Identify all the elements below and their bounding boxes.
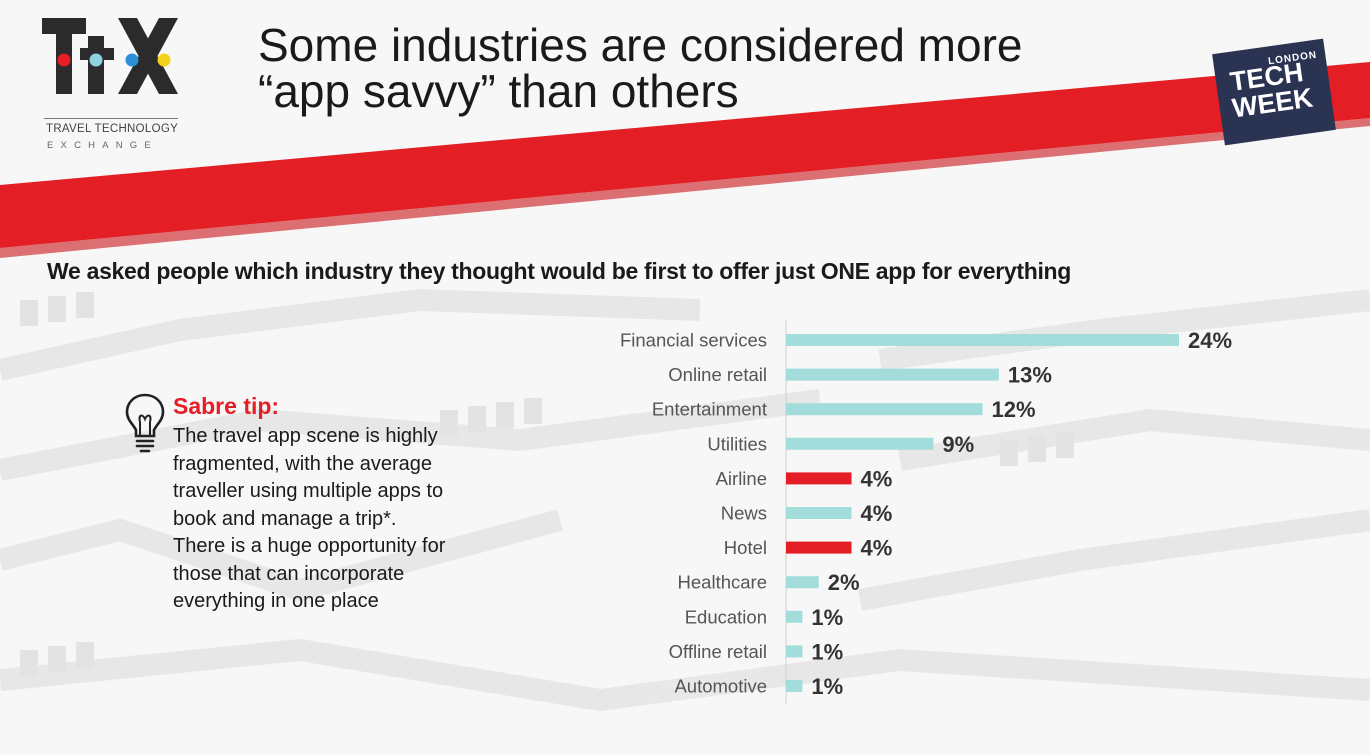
value-label: 12% bbox=[992, 397, 1036, 422]
logo-line2: EXCHANGE bbox=[47, 140, 158, 151]
question-subtitle: We asked people which industry they thou… bbox=[47, 258, 1072, 284]
ttx-logo-mark bbox=[42, 18, 178, 94]
value-label: 4% bbox=[861, 501, 893, 526]
bar-automotive bbox=[786, 680, 803, 692]
slide-title-line1: Some industries are considered more bbox=[258, 19, 1023, 71]
category-label: Financial services bbox=[620, 330, 767, 351]
lightbulb-icon bbox=[125, 393, 165, 453]
value-label: 9% bbox=[942, 432, 974, 457]
ttx-logo: TRAVEL TECHNOLOGY EXCHANGE bbox=[40, 16, 185, 151]
value-label: 2% bbox=[828, 570, 860, 595]
slide-title: Some industries are considered more “app… bbox=[258, 22, 1158, 114]
bar-financial-services bbox=[786, 334, 1179, 346]
category-label: Airline bbox=[716, 468, 767, 489]
slide-title-line2: “app savvy” than others bbox=[258, 65, 739, 117]
logo-divider bbox=[44, 118, 178, 119]
category-label: Entertainment bbox=[652, 399, 767, 420]
bar-utilities bbox=[786, 437, 934, 450]
bar-offline-retail bbox=[786, 645, 803, 658]
bar-online-retail bbox=[786, 368, 999, 381]
value-label: 4% bbox=[861, 466, 893, 491]
bar-airline bbox=[786, 472, 852, 485]
value-label: 1% bbox=[811, 639, 843, 664]
tip-heading: Sabre tip: bbox=[173, 393, 280, 419]
category-label: Education bbox=[685, 606, 767, 627]
value-label: 1% bbox=[811, 674, 843, 699]
value-label: 13% bbox=[1008, 363, 1052, 388]
bar-hotel bbox=[786, 541, 852, 554]
category-label: Automotive bbox=[674, 676, 767, 697]
bar-healthcare bbox=[786, 576, 819, 589]
category-label: News bbox=[721, 503, 767, 524]
red-diagonal-band bbox=[0, 62, 1370, 258]
logo-line1: TRAVEL TECHNOLOGY bbox=[46, 123, 179, 135]
tip-body-text: The travel app scene is highly fragmente… bbox=[173, 425, 446, 612]
category-label: Online retail bbox=[668, 364, 767, 385]
value-label: 4% bbox=[861, 536, 893, 561]
category-label: Offline retail bbox=[669, 641, 767, 662]
bar-entertainment bbox=[786, 403, 983, 416]
category-label: Healthcare bbox=[678, 572, 767, 593]
bar-education bbox=[786, 610, 803, 623]
value-label: 1% bbox=[811, 605, 843, 630]
category-label: Utilities bbox=[707, 433, 767, 454]
value-label: 24% bbox=[1188, 328, 1232, 353]
category-label: Hotel bbox=[724, 537, 767, 558]
bar-news bbox=[786, 507, 852, 519]
